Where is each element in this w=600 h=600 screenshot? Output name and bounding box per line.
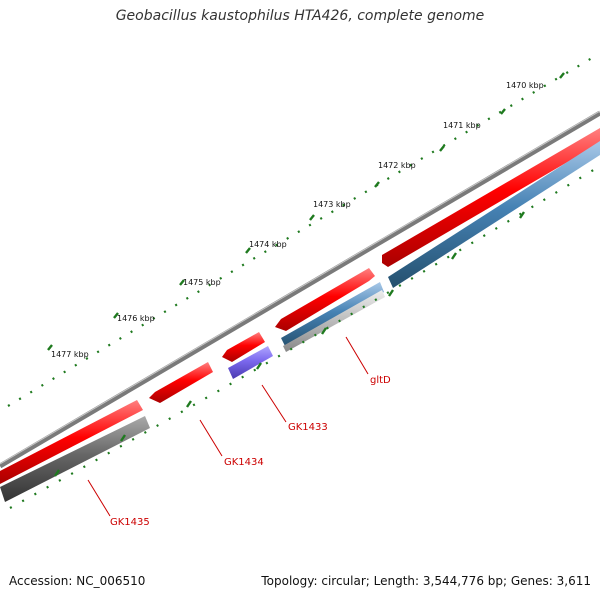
cds-arrow bbox=[382, 128, 600, 267]
gene-leaders bbox=[87, 336, 369, 517]
kbp-label-1476: 1476 kbp bbox=[117, 314, 155, 323]
gene-labels: gltD GK1433 GK1434 GK1435 bbox=[110, 375, 391, 528]
backbone-track bbox=[0, 110, 600, 469]
major-ticks-inner bbox=[54, 211, 525, 477]
gene-label-gltd: gltD bbox=[370, 375, 391, 386]
gene-block-silver bbox=[283, 290, 385, 352]
kbp-label-1473: 1473 kbp bbox=[313, 200, 351, 209]
cds-arrow bbox=[222, 332, 265, 362]
gene-block-grey bbox=[0, 416, 150, 502]
backbone-highlight bbox=[0, 110, 600, 465]
gltd-leader bbox=[345, 336, 369, 375]
gene-label-gk1434: GK1434 bbox=[224, 457, 264, 468]
gene-block-blue bbox=[388, 141, 600, 288]
gene-block-purple bbox=[228, 346, 273, 379]
kbp-label-1477: 1477 kbp bbox=[51, 350, 89, 359]
cds-track bbox=[0, 128, 600, 484]
major-ticks-outer bbox=[47, 72, 565, 351]
cds-arrow bbox=[149, 362, 213, 403]
kbp-label-1474: 1474 kbp bbox=[249, 240, 287, 249]
accession-text: Accession: NC_006510 bbox=[9, 574, 146, 588]
genome-summary-text: Topology: circular; Length: 3,544,776 bp… bbox=[261, 574, 591, 588]
tick-ring-inner bbox=[9, 165, 600, 509]
cds-arrow bbox=[0, 400, 143, 484]
cds-arrow bbox=[275, 268, 375, 331]
gk1435-leader bbox=[87, 479, 111, 517]
kbp-label-1475: 1475 kbp bbox=[183, 278, 221, 287]
kbp-labels: 1470 kbp 1471 kbp 1472 kbp 1473 kbp 1474… bbox=[51, 81, 544, 359]
gk1433-leader bbox=[261, 384, 287, 423]
gk1434-leader bbox=[199, 419, 223, 457]
gene-label-gk1433: GK1433 bbox=[288, 422, 328, 433]
gene-block-blue bbox=[281, 282, 384, 348]
kbp-label-1472: 1472 kbp bbox=[378, 161, 416, 170]
kbp-label-1471: 1471 kbp bbox=[443, 121, 481, 130]
gene-track bbox=[0, 141, 600, 502]
gene-label-gk1435: GK1435 bbox=[110, 517, 150, 528]
kbp-label-1470: 1470 kbp bbox=[506, 81, 544, 90]
map-title: Geobacillus kaustophilus HTA426, complet… bbox=[115, 8, 485, 24]
